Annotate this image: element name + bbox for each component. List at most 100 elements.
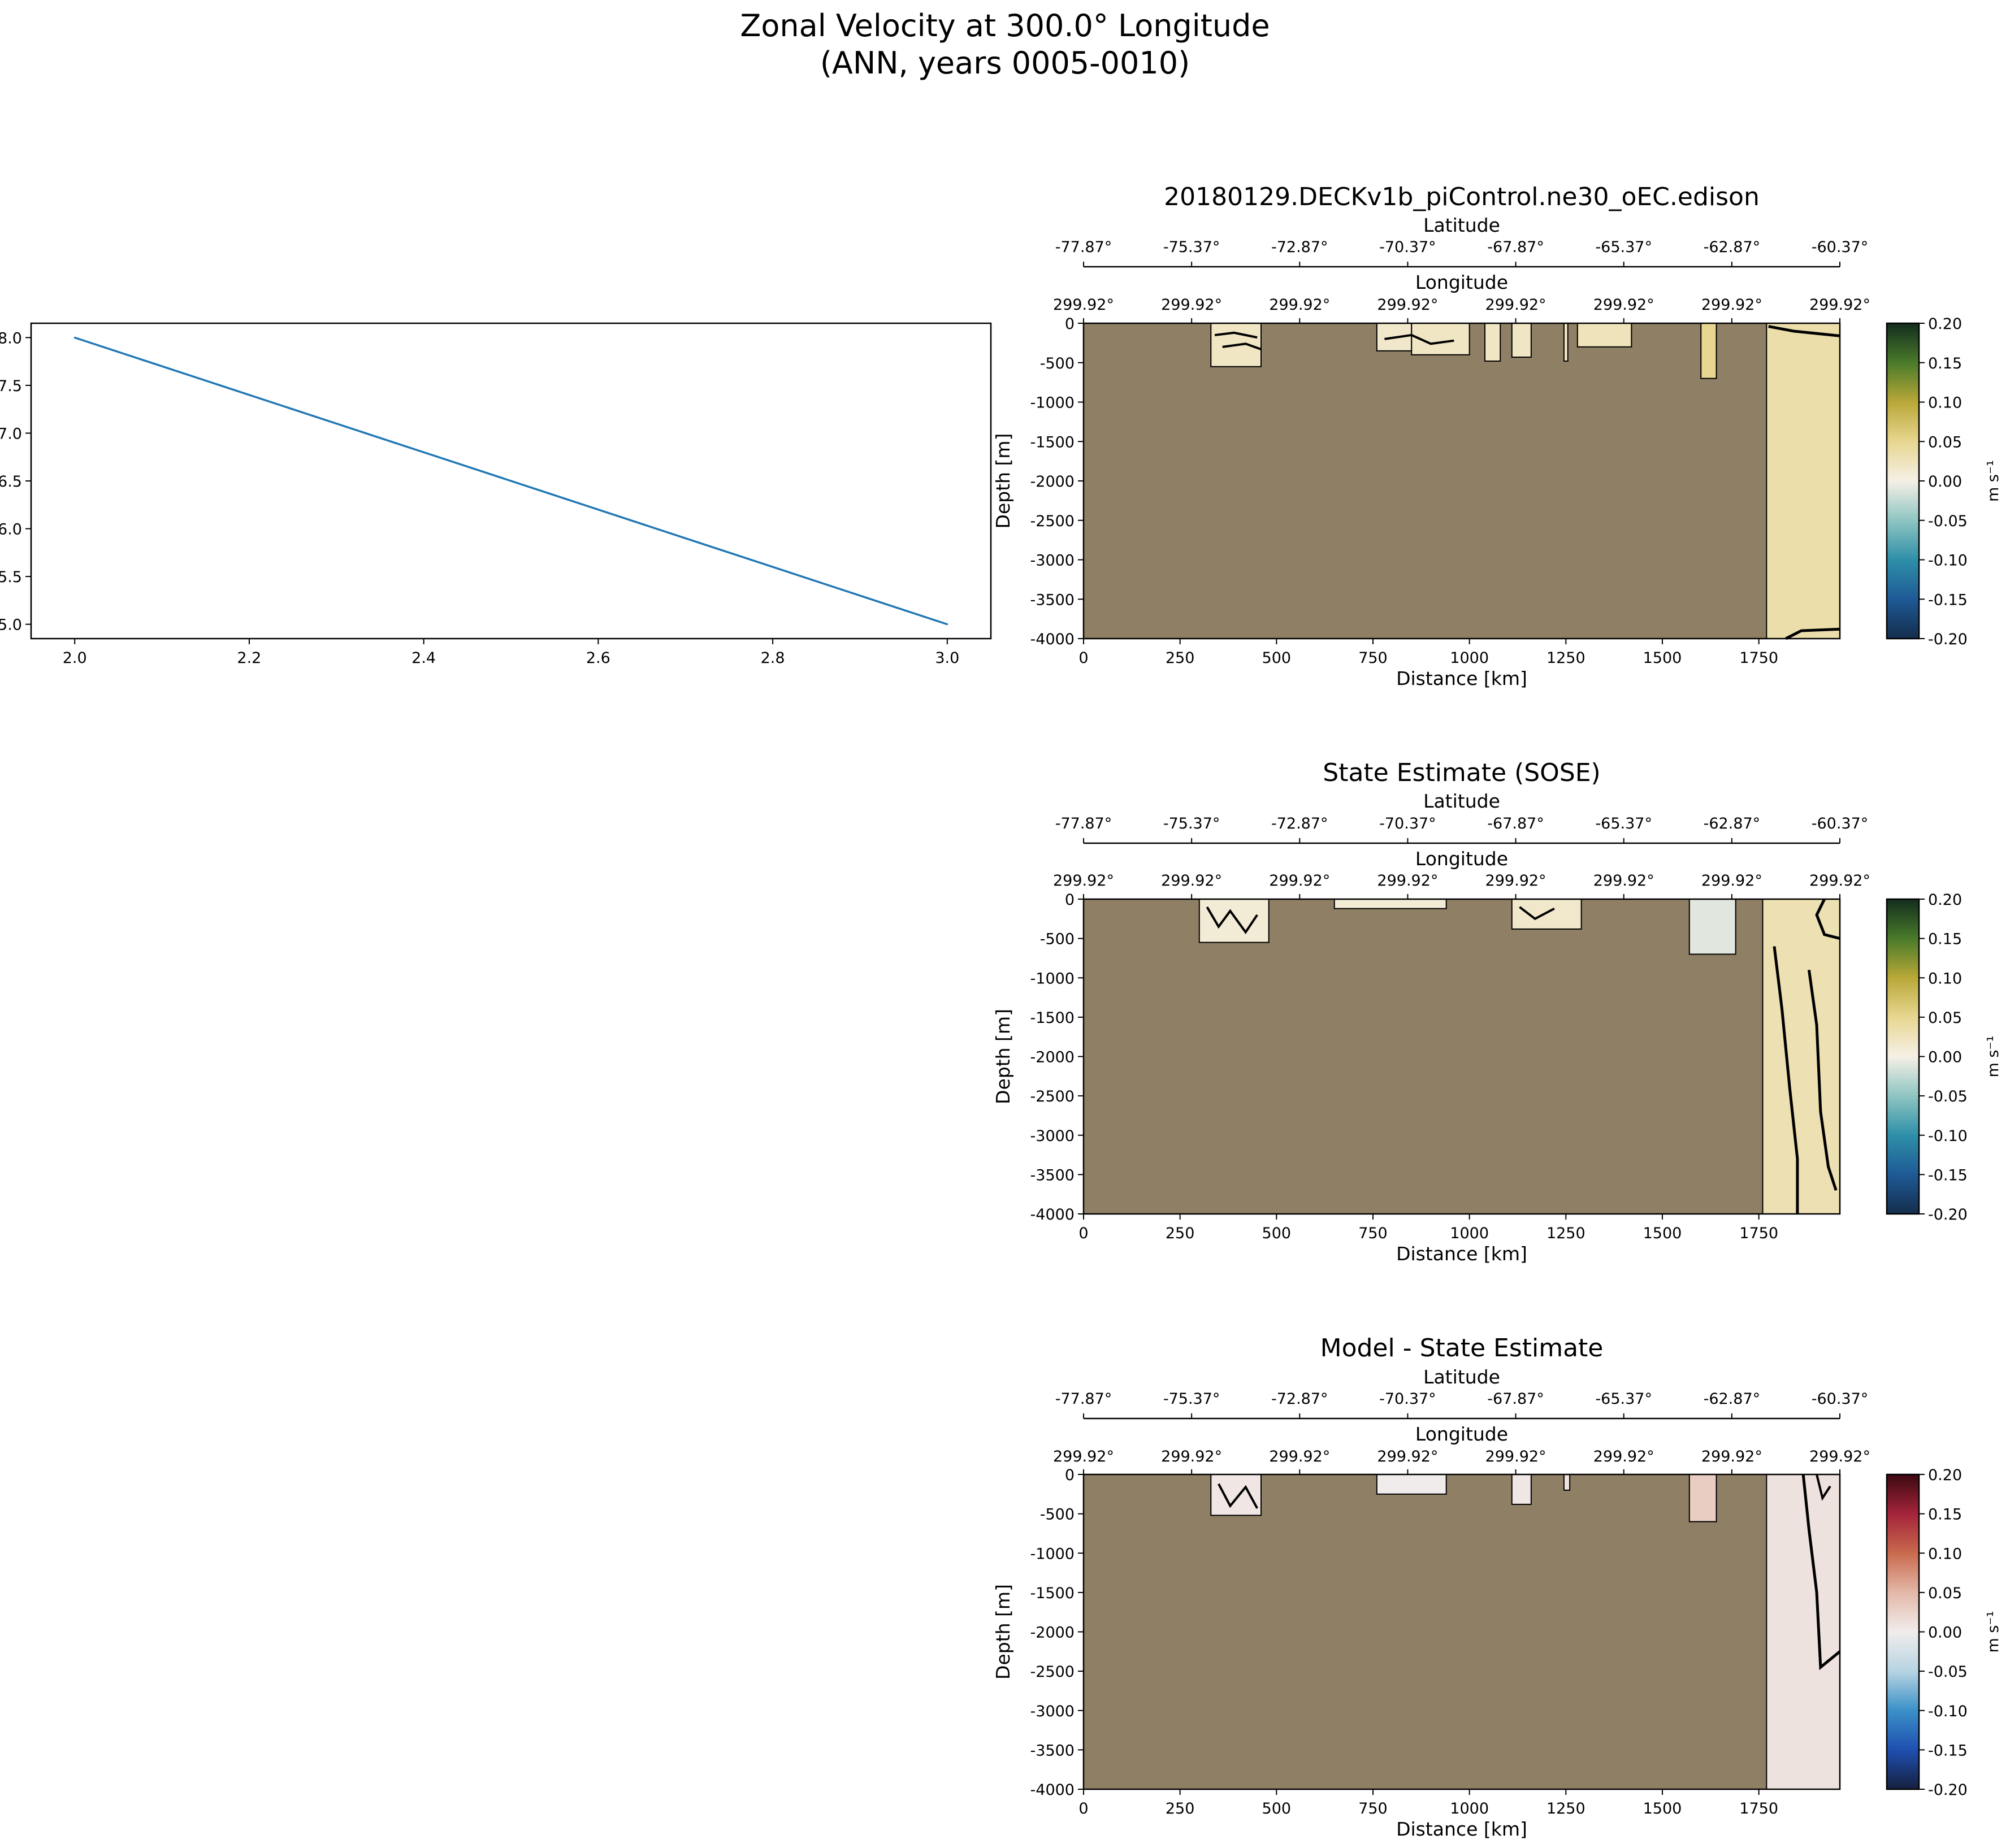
latitude-tick-label: -60.37° — [1812, 238, 1869, 256]
x-tick-label: 250 — [1166, 1225, 1195, 1242]
colorbar-tick-label: 0.20 — [1928, 891, 1962, 909]
zero-contour — [1773, 946, 1799, 1214]
y-axis-label: Depth [m] — [992, 433, 1014, 529]
colorbar-tick-label: 0.20 — [1928, 315, 1962, 333]
x-tick-label: 0 — [1078, 649, 1088, 667]
longitude-tick-label: 299.92° — [1161, 872, 1222, 890]
ocean-region — [1484, 323, 1501, 362]
longitude-axis-label: Longitude — [1415, 848, 1508, 870]
latitude-tick-label: -70.37° — [1379, 238, 1436, 256]
x-tick-label: 1250 — [1547, 649, 1586, 667]
latitude-tick-label: -70.37° — [1379, 1390, 1436, 1408]
y-tick-label: -2000 — [1030, 1049, 1075, 1066]
y-tick-label: -500 — [1040, 355, 1075, 372]
x-tick-label: 500 — [1262, 1225, 1292, 1242]
zero-contour — [1807, 969, 1838, 1191]
longitude-tick-label: 299.92° — [1809, 1448, 1870, 1465]
y-tick-label: 0 — [1065, 891, 1075, 909]
x-tick-label: 3.0 — [935, 649, 959, 667]
colorbar-tick-label: 0.05 — [1928, 1585, 1962, 1602]
colorbar — [1887, 1474, 1919, 1789]
longitude-tick-label: 299.92° — [1593, 1448, 1654, 1465]
model-section-panel: 20180129.DECKv1b_piControl.ne30_oEC.edis… — [992, 183, 2002, 689]
longitude-axis-label: Longitude — [1415, 271, 1508, 293]
colorbar-tick-label: 0.10 — [1928, 970, 1962, 987]
latitude-tick-label: -65.37° — [1595, 815, 1652, 832]
longitude-tick-label: 299.92° — [1809, 872, 1870, 890]
x-tick-label: 1250 — [1547, 1225, 1586, 1242]
colorbar-unit-label: m s⁻¹ — [1985, 460, 2002, 502]
latitude-axis-label: Latitude — [1423, 790, 1500, 812]
zero-contour — [1519, 906, 1555, 921]
latitude-tick-label: -67.87° — [1487, 815, 1544, 832]
latitude-tick-label: -60.37° — [1812, 815, 1869, 832]
y-tick-label: 0 — [1065, 1467, 1075, 1484]
colorbar-tick-label: -0.20 — [1928, 1781, 1968, 1799]
y-tick-label: -500 — [1040, 931, 1075, 948]
zero-contour — [1768, 325, 1840, 337]
colorbar-tick-label: 0.20 — [1928, 1467, 1962, 1484]
y-tick-label: -2000 — [1030, 473, 1075, 491]
x-tick-label: 750 — [1358, 1800, 1388, 1817]
ocean-region — [1511, 1474, 1532, 1505]
latitude-tick-label: -75.37° — [1163, 815, 1220, 832]
latitude-tick-label: -62.87° — [1704, 238, 1761, 256]
ocean-region — [1688, 1474, 1717, 1522]
y-tick-label: -3000 — [1030, 552, 1075, 570]
colorbar-tick-label: -0.05 — [1928, 1663, 1968, 1681]
x-tick-label: 500 — [1262, 649, 1292, 667]
y-tick-label: -1500 — [1030, 1585, 1075, 1602]
y-tick-label: 5.0 — [0, 617, 22, 634]
x-tick-label: 1500 — [1643, 649, 1682, 667]
x-tick-label: 2.2 — [237, 649, 261, 667]
series-line — [74, 336, 948, 626]
y-tick-label: 6.0 — [0, 521, 22, 539]
latitude-tick-label: -67.87° — [1487, 238, 1544, 256]
latitude-tick-label: -77.87° — [1055, 238, 1112, 256]
longitude-axis-label: Longitude — [1415, 1423, 1508, 1445]
latitude-tick-label: -75.37° — [1163, 1390, 1220, 1408]
y-tick-label: -500 — [1040, 1506, 1075, 1524]
colorbar-tick-label: 0.00 — [1928, 1624, 1962, 1642]
ocean-region — [1563, 323, 1569, 362]
colorbar-tick-label: 0.15 — [1928, 931, 1962, 948]
x-tick-label: 1250 — [1547, 1800, 1586, 1817]
longitude-tick-label: 299.92° — [1485, 872, 1547, 890]
colorbar-tick-label: -0.10 — [1928, 1127, 1968, 1145]
longitude-tick-label: 299.92° — [1053, 1448, 1114, 1465]
y-tick-label: -1000 — [1030, 1545, 1075, 1563]
y-tick-label: 5.5 — [0, 569, 22, 586]
longitude-tick-label: 299.92° — [1161, 296, 1222, 314]
latitude-tick-label: -70.37° — [1379, 815, 1436, 832]
colorbar-tick-label: 0.10 — [1928, 1545, 1962, 1563]
longitude-tick-label: 299.92° — [1593, 296, 1654, 314]
longitude-tick-label: 299.92° — [1161, 1448, 1222, 1465]
colorbar-tick-label: 0.05 — [1928, 1009, 1962, 1027]
ocean-region — [1700, 323, 1717, 379]
y-tick-label: -3500 — [1030, 1166, 1075, 1184]
longitude-tick-label: 299.92° — [1269, 872, 1330, 890]
x-tick-label: 2.6 — [586, 649, 610, 667]
colorbar-tick-label: -0.10 — [1928, 1703, 1968, 1720]
colorbar — [1887, 323, 1919, 639]
colorbar-tick-label: 0.15 — [1928, 355, 1962, 372]
x-tick-label: 500 — [1262, 1800, 1292, 1817]
x-axis-label: Distance [km] — [1396, 667, 1527, 689]
x-axis-label: Distance [km] — [1396, 1818, 1527, 1840]
x-tick-label: 1750 — [1739, 649, 1778, 667]
latitude-tick-label: -77.87° — [1055, 1390, 1112, 1408]
longitude-tick-label: 299.92° — [1377, 1448, 1438, 1465]
longitude-tick-label: 299.92° — [1593, 872, 1654, 890]
y-tick-label: -4000 — [1030, 1206, 1075, 1224]
figure-subtitle: (ANN, years 0005-0010) — [820, 45, 1190, 81]
colorbar-tick-label: 0.10 — [1928, 394, 1962, 412]
zero-contour — [1815, 898, 1840, 940]
ocean-region — [1376, 1474, 1447, 1495]
longitude-tick-label: 299.92° — [1053, 296, 1114, 314]
colorbar-tick-label: -0.20 — [1928, 1206, 1968, 1224]
y-tick-label: -1500 — [1030, 1009, 1075, 1027]
latitude-tick-label: -72.87° — [1271, 238, 1328, 256]
x-tick-label: 1750 — [1739, 1800, 1778, 1817]
latitude-tick-label: -62.87° — [1704, 815, 1761, 832]
y-tick-label: -3500 — [1030, 1742, 1075, 1759]
